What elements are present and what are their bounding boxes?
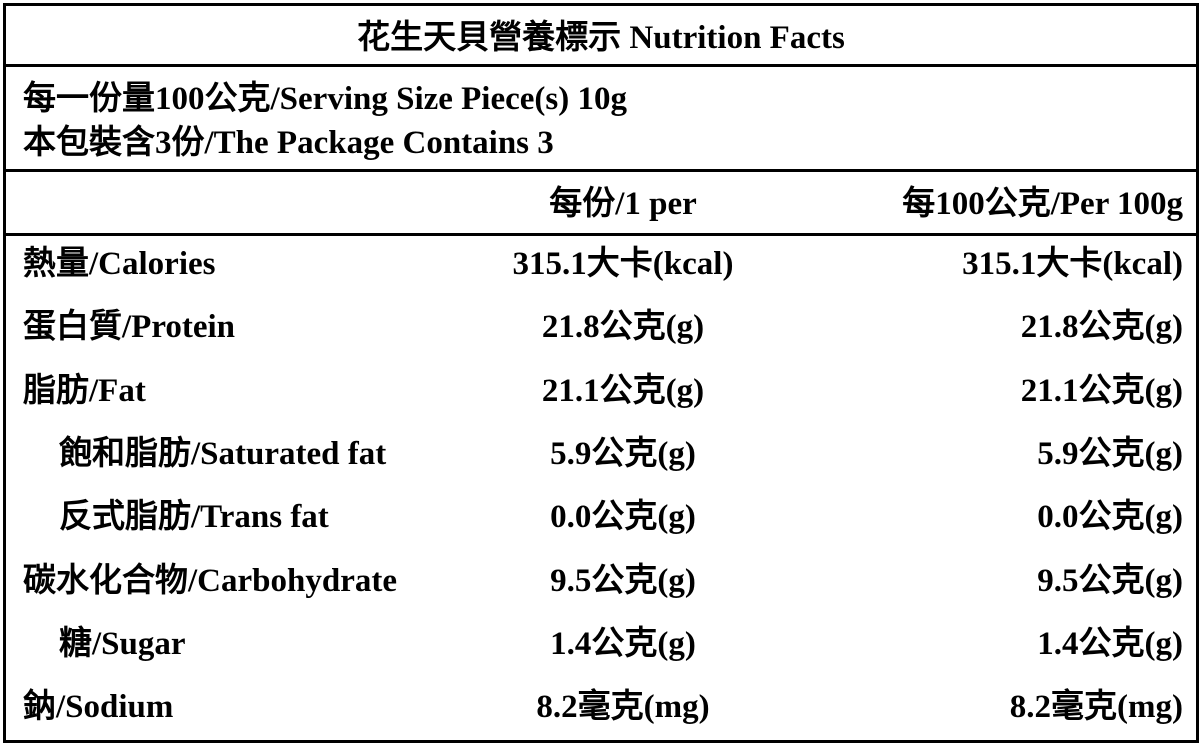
- divider: [6, 233, 1196, 236]
- nutrient-label: 鈉/Sodium: [23, 689, 174, 726]
- nutrient-value: 21.8公克(g): [1020, 309, 1183, 346]
- nutrient-label: 反式脂肪/Trans fat: [59, 499, 329, 536]
- serving-line: 本包裝含3份/The Package Contains 3: [23, 125, 554, 161]
- nutrient-value: 21.8公克(g): [541, 309, 705, 346]
- nutrient-value: 21.1公克(g): [541, 372, 705, 409]
- nutrient-value: 1.4公克(g): [550, 625, 696, 662]
- nutrient-value: 0.0公克(g): [1037, 499, 1183, 536]
- nutrient-value: 8.2毫克(mg): [536, 689, 710, 726]
- nutrient-label: 糖/Sugar: [59, 625, 186, 662]
- nutrient-value: 5.9公克(g): [550, 435, 696, 472]
- divider: [6, 64, 1196, 67]
- nutrient-value: 9.5公克(g): [550, 562, 696, 599]
- nutrient-label: 飽和脂肪/Saturated fat: [59, 435, 387, 472]
- serving-line: 每一份量100公克/Serving Size Piece(s) 10g: [23, 81, 627, 117]
- nutrient-value: 0.0公克(g): [550, 499, 696, 536]
- title: 花生天貝營養標示 Nutrition Facts: [357, 20, 845, 56]
- column-header: 每100公克/Per 100g: [902, 186, 1183, 222]
- nutrition-panel: 花生天貝營養標示 Nutrition Facts 每一份量100公克/Servi…: [3, 3, 1199, 743]
- nutrient-label: 碳水化合物/Carbohydrate: [23, 562, 397, 599]
- nutrient-value: 1.4公克(g): [1037, 625, 1183, 662]
- nutrient-label: 脂肪/Fat: [23, 372, 146, 409]
- nutrient-label: 熱量/Calories: [23, 246, 216, 282]
- nutrient-value: 315.1大卡(kcal): [512, 246, 734, 282]
- divider: [6, 169, 1196, 172]
- nutrient-value: 5.9公克(g): [1037, 435, 1183, 472]
- nutrient-value: 9.5公克(g): [1037, 562, 1183, 599]
- column-header: 每份/1 per: [549, 186, 697, 222]
- nutrient-value: 21.1公克(g): [1020, 372, 1183, 409]
- nutrient-label: 蛋白質/Protein: [23, 309, 236, 346]
- nutrient-value: 315.1大卡(kcal): [962, 246, 1183, 282]
- nutrient-value: 8.2毫克(mg): [1009, 689, 1183, 726]
